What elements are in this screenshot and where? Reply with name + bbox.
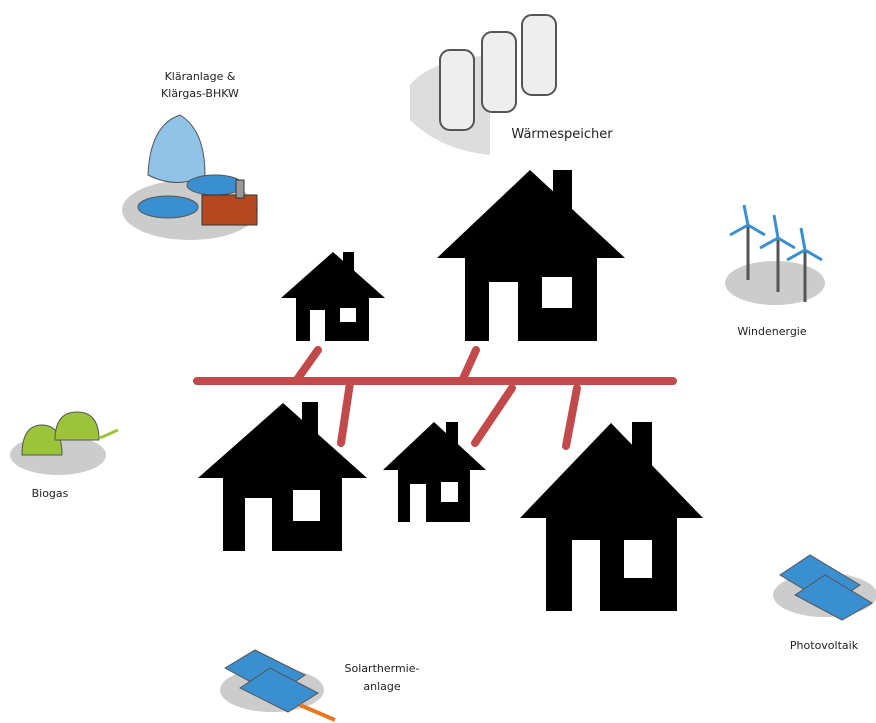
label: Kläranlage & (165, 70, 236, 83)
house (383, 422, 486, 522)
wind-icon (725, 205, 825, 305)
solarthermie-icon (220, 650, 335, 720)
klaeranlage-icon (122, 115, 258, 240)
photovoltaik-icon (773, 555, 876, 620)
house (520, 422, 703, 611)
diagram: Kläranlage & Klärgas-BHKW Wärmespeicher … (0, 0, 876, 723)
house (437, 170, 625, 341)
label: Solarthermie- (345, 662, 420, 675)
label: anlage (363, 680, 400, 693)
house (281, 252, 385, 341)
label: Klärgas-BHKW (161, 87, 239, 100)
label: Windenergie (737, 325, 807, 338)
label: Photovoltaik (790, 639, 859, 652)
biogas-icon (10, 412, 118, 475)
label: Biogas (32, 487, 69, 500)
label: Wärmespeicher (511, 127, 613, 142)
houses (198, 170, 703, 611)
